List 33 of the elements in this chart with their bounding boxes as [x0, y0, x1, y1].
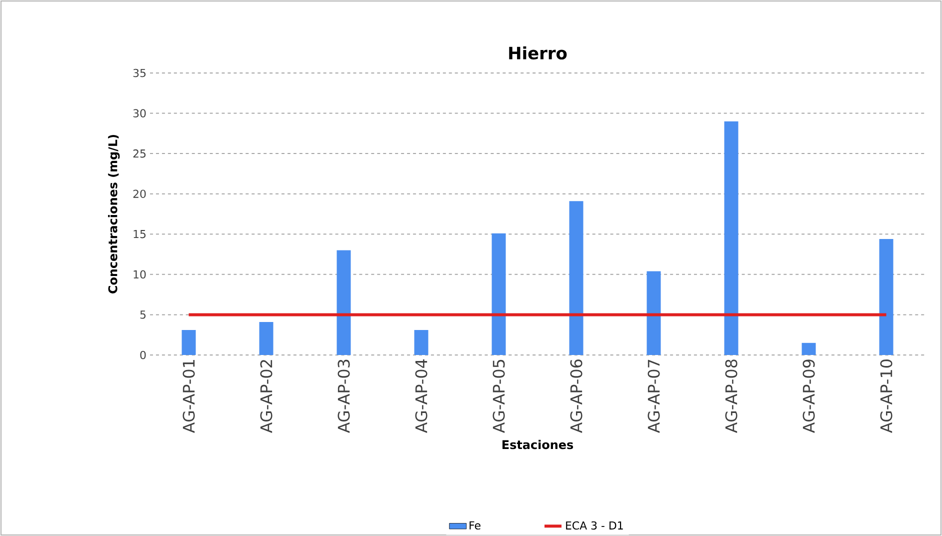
x-tick-label: AG-AP-07 [648, 360, 660, 433]
x-axis-title: Estaciones [502, 440, 574, 450]
bar [182, 330, 196, 355]
x-tick-label: AG-AP-01 [182, 360, 195, 433]
y-tick-label: 30 [133, 109, 146, 118]
bar [414, 330, 428, 355]
bar [879, 238, 894, 355]
y-tick-label: 15 [134, 230, 146, 238]
chart-title: Hierro [509, 46, 567, 60]
x-tick-label: AG-AP-10 [880, 360, 892, 433]
legend-label: ECA 3 - D1 [566, 521, 623, 530]
y-tick-label: 20 [133, 190, 146, 198]
bar [802, 342, 816, 355]
legend-label: Fe [470, 521, 480, 530]
x-tick-label: AG-AP-02 [260, 360, 272, 433]
y-axis-title: Concentraciones (mg/L) [108, 134, 120, 294]
y-tick-label: 10 [134, 270, 146, 279]
bar [646, 271, 661, 355]
y-tick-label: 25 [133, 149, 146, 158]
x-tick-label: AG-AP-05 [492, 360, 505, 433]
x-tick-label: AG-AP-06 [570, 360, 582, 433]
x-tick-label: AG-AP-04 [415, 359, 428, 433]
x-tick-label: AG-AP-09 [802, 360, 815, 433]
bar [259, 322, 274, 355]
x-tick-label: AG-AP-08 [725, 360, 738, 433]
bar [569, 201, 584, 355]
bar [336, 250, 351, 355]
y-tick-label: 5 [140, 310, 146, 319]
bar [724, 121, 738, 355]
y-tick-label: 35 [133, 68, 146, 78]
y-tick-label: 0 [140, 350, 146, 360]
bar [492, 233, 506, 355]
x-tick-label: AG-AP-03 [338, 360, 350, 433]
